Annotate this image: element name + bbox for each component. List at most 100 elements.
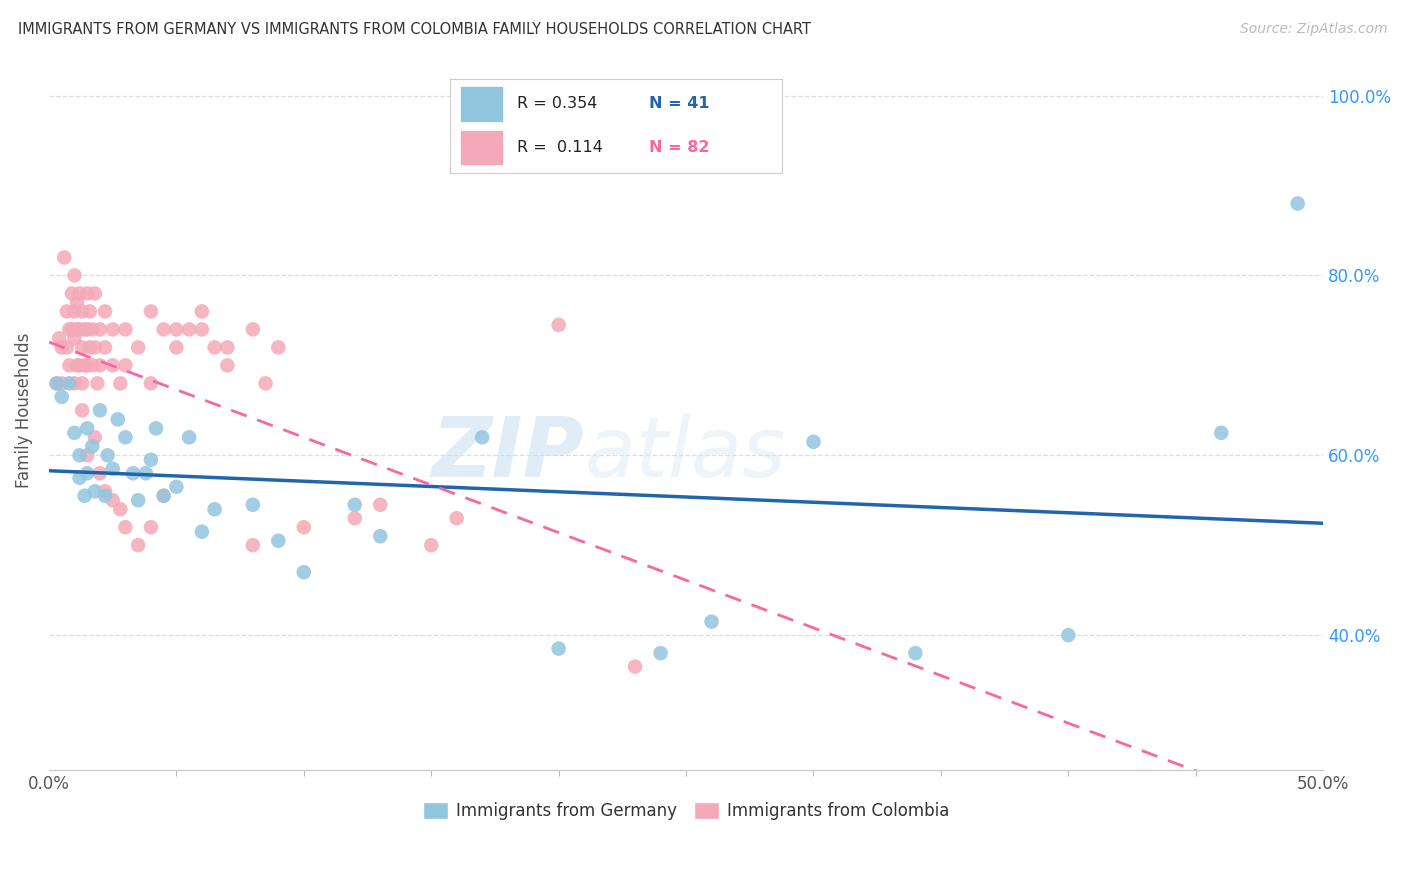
Point (1286, 196, 1309, 211)
Point (60, 322, 83, 336)
Point (69, 471, 91, 485)
Text: Source: ZipAtlas.com: Source: ZipAtlas.com (1240, 22, 1388, 37)
Point (368, 529, 391, 543)
Point (650, 646, 672, 660)
Point (114, 322, 136, 336)
Point (89, 467, 111, 481)
Point (69, 448, 91, 462)
Point (56, 304, 79, 318)
Point (60, 286, 83, 301)
Point (191, 322, 214, 336)
Y-axis label: Family Households: Family Households (15, 333, 32, 488)
Text: atlas: atlas (583, 413, 786, 494)
Point (145, 421, 167, 435)
Point (127, 493, 149, 508)
Point (122, 467, 145, 481)
Point (63, 304, 86, 318)
Point (165, 340, 187, 354)
Point (152, 322, 174, 336)
Point (82, 439, 104, 453)
Point (139, 520, 162, 534)
Point (101, 493, 124, 508)
Point (79, 340, 101, 354)
Point (76, 359, 98, 373)
Point (242, 322, 264, 336)
Point (58, 359, 80, 373)
Point (45, 376, 67, 391)
Point (76, 421, 98, 435)
Point (63, 268, 86, 283)
Point (292, 565, 315, 579)
Point (69, 359, 91, 373)
Point (700, 615, 723, 629)
Point (217, 340, 239, 354)
Point (179, 430, 201, 444)
Point (63, 376, 86, 391)
Point (89, 322, 111, 336)
Point (89, 403, 111, 417)
Point (56, 340, 79, 354)
Point (204, 502, 226, 516)
Point (94, 340, 117, 354)
Point (48, 331, 70, 345)
Point (70, 340, 93, 354)
Point (114, 430, 136, 444)
Point (83, 430, 105, 444)
Point (66, 359, 89, 373)
Point (101, 359, 124, 373)
Point (82, 322, 104, 336)
Point (69, 322, 91, 336)
Point (471, 430, 494, 444)
Point (624, 659, 647, 673)
Point (420, 538, 443, 552)
Point (292, 520, 315, 534)
Point (1211, 425, 1233, 440)
Point (66, 295, 89, 310)
Point (139, 376, 162, 391)
Point (242, 538, 264, 552)
Point (76, 467, 98, 481)
Point (110, 376, 132, 391)
Text: ZIP: ZIP (432, 413, 583, 494)
Point (83, 484, 105, 499)
Point (803, 434, 825, 449)
Point (343, 498, 366, 512)
Point (51, 390, 73, 404)
Point (204, 340, 226, 354)
Point (97, 448, 120, 462)
Point (53, 251, 76, 265)
Point (70, 304, 93, 318)
Point (127, 340, 149, 354)
Point (73, 489, 96, 503)
Point (547, 641, 569, 656)
Point (94, 489, 117, 503)
Point (63, 331, 86, 345)
Point (139, 452, 162, 467)
Point (86, 376, 108, 391)
Point (242, 498, 264, 512)
Legend: Immigrants from Germany, Immigrants from Colombia: Immigrants from Germany, Immigrants from… (416, 795, 956, 826)
Point (73, 359, 96, 373)
Point (101, 462, 124, 476)
Point (69, 286, 91, 301)
Point (101, 322, 124, 336)
Point (83, 286, 105, 301)
Point (343, 511, 366, 525)
Point (94, 304, 117, 318)
Point (63, 425, 86, 440)
Point (217, 359, 239, 373)
Point (82, 359, 104, 373)
Point (107, 412, 129, 426)
Point (76, 322, 98, 336)
Point (152, 489, 174, 503)
Point (135, 467, 157, 481)
Point (267, 340, 290, 354)
Point (254, 376, 277, 391)
Point (368, 498, 391, 512)
Point (114, 520, 136, 534)
Point (114, 359, 136, 373)
Point (83, 340, 105, 354)
Point (51, 340, 73, 354)
Point (1057, 628, 1080, 642)
Point (165, 322, 187, 336)
